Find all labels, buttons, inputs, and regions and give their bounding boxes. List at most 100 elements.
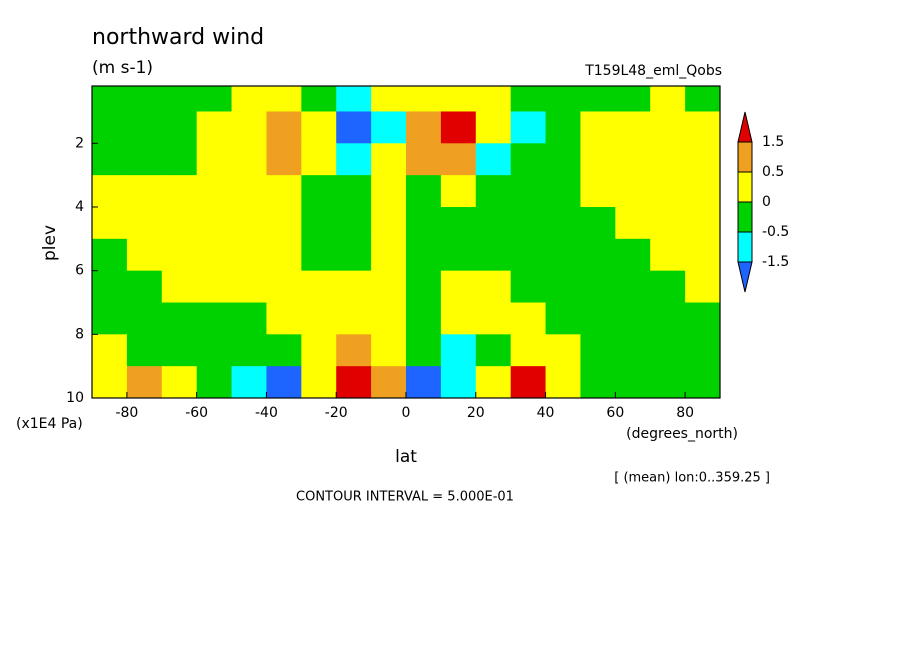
field-cell xyxy=(301,111,337,144)
field-cell xyxy=(92,206,128,240)
field-cell xyxy=(475,334,512,367)
field-cell xyxy=(685,111,720,144)
field-cell xyxy=(650,143,686,176)
field-cell xyxy=(301,334,337,367)
field-cell xyxy=(371,143,407,176)
field-cell xyxy=(685,206,720,240)
field-cell xyxy=(266,238,302,272)
field-cell xyxy=(685,302,720,335)
field-cell xyxy=(580,334,616,367)
field-cell xyxy=(231,302,267,335)
field-cell xyxy=(406,238,442,272)
field-cell xyxy=(266,143,302,176)
field-cell xyxy=(580,206,616,240)
field-cell xyxy=(231,366,267,398)
field-cell xyxy=(336,334,372,367)
x-tick-label: 40 xyxy=(537,405,555,421)
field-cell xyxy=(92,175,128,208)
field-cell xyxy=(685,143,720,176)
field-cell xyxy=(685,238,720,272)
field-cell xyxy=(231,143,267,176)
field-cell xyxy=(545,143,581,176)
colorbar-label: 1.5 xyxy=(762,134,784,150)
colorbar-label: -0.5 xyxy=(762,224,789,240)
x-tick-label: 60 xyxy=(606,405,624,421)
field-cell xyxy=(615,302,651,335)
field-cell xyxy=(371,366,407,398)
x-axis-unit: (degrees_north) xyxy=(626,426,738,442)
field-cell xyxy=(615,270,651,303)
x-tick-label: -60 xyxy=(185,405,208,421)
field-cell xyxy=(615,206,651,240)
field-cell xyxy=(92,366,128,398)
field-cell xyxy=(510,175,547,208)
field-cell xyxy=(475,302,512,335)
field-cell xyxy=(510,334,547,367)
field-cell xyxy=(196,334,233,367)
x-tick-label: 80 xyxy=(676,405,694,421)
y-axis-unit: (x1E4 Pa) xyxy=(16,416,83,432)
field-cell xyxy=(301,206,337,240)
field-cell xyxy=(475,175,512,208)
field-cell xyxy=(650,334,686,367)
field-cell xyxy=(161,143,198,176)
colorbar-triangle xyxy=(737,111,753,143)
field-cell xyxy=(615,143,651,176)
field-cell xyxy=(301,86,337,112)
field-cell xyxy=(475,270,512,303)
field-cell xyxy=(336,270,372,303)
field-cell xyxy=(231,334,267,367)
x-tick-label: 20 xyxy=(467,405,485,421)
field-cell xyxy=(92,143,128,176)
field-cell xyxy=(545,334,581,367)
field-cell xyxy=(231,206,267,240)
field-cell xyxy=(196,302,233,335)
colorbar-segment xyxy=(737,141,753,173)
field-cell xyxy=(371,206,407,240)
field-cell xyxy=(615,334,651,367)
field-cell xyxy=(231,86,267,112)
field-cell xyxy=(545,86,581,112)
field-cell xyxy=(510,366,547,398)
field-cell xyxy=(336,206,372,240)
field-cell xyxy=(440,366,477,398)
field-cell xyxy=(475,238,512,272)
field-cell xyxy=(161,86,198,112)
field-cell xyxy=(266,111,302,144)
x-tick-label: 0 xyxy=(402,405,411,421)
field-cell xyxy=(650,302,686,335)
field-cell xyxy=(510,238,547,272)
field-cell xyxy=(580,270,616,303)
field-cell xyxy=(545,302,581,335)
field-cell xyxy=(545,270,581,303)
field-cell xyxy=(126,86,163,112)
note: [ (mean) lon:0..359.25 ] xyxy=(614,471,770,486)
field-cell xyxy=(336,111,372,144)
x-tick-label: -40 xyxy=(255,405,278,421)
field-cell xyxy=(371,111,407,144)
field-cell xyxy=(406,366,442,398)
field-cell xyxy=(475,111,512,144)
field-cell xyxy=(440,143,477,176)
field-cell xyxy=(92,238,128,272)
chart-subtitle: (m s-1) xyxy=(92,58,153,78)
field-cell xyxy=(440,206,477,240)
field-cell xyxy=(545,366,581,398)
field-cell xyxy=(371,270,407,303)
field-cell xyxy=(580,175,616,208)
field-cell xyxy=(92,334,128,367)
field-cell xyxy=(475,366,512,398)
field-cell xyxy=(440,175,477,208)
field-cell xyxy=(161,270,198,303)
field-cell xyxy=(440,86,477,112)
field-cell xyxy=(196,143,233,176)
field-cell xyxy=(92,86,128,112)
field-cell xyxy=(580,366,616,398)
y-tick-label: 2 xyxy=(75,135,84,151)
field-cell xyxy=(126,302,163,335)
field-cell xyxy=(685,334,720,367)
colorbar-label: 0 xyxy=(762,194,771,210)
colorbar-label: 0.5 xyxy=(762,164,784,180)
field-cell xyxy=(475,206,512,240)
field-cell xyxy=(650,175,686,208)
